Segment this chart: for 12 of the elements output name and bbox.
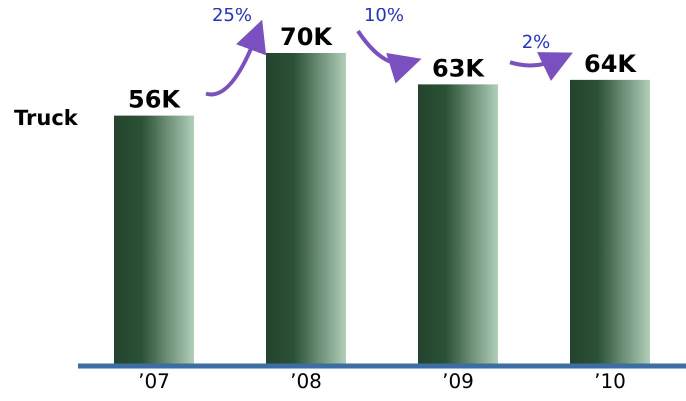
data-label: 64K bbox=[584, 50, 638, 78]
text: 10% bbox=[364, 5, 404, 26]
text: 2% bbox=[522, 32, 550, 53]
text: 25% bbox=[212, 5, 252, 26]
data-label: 70K bbox=[280, 23, 334, 52]
x-tick-label: ’10 bbox=[594, 369, 626, 394]
data-label: 56K bbox=[128, 86, 182, 114]
y-axis-title: Truck bbox=[14, 106, 78, 130]
data-label: 63K bbox=[432, 54, 486, 82]
x-tick-label: ’09 bbox=[442, 369, 474, 394]
x-tick-label: ’08 bbox=[290, 369, 322, 394]
x-tick-label: ’07 bbox=[138, 369, 170, 394]
